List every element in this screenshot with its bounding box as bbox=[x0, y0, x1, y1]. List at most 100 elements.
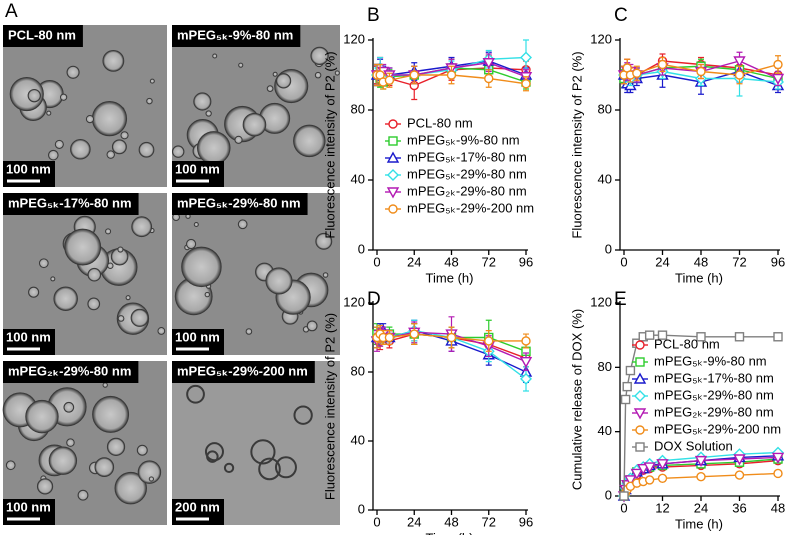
image-title-bg bbox=[172, 25, 301, 47]
image-title-bg bbox=[3, 25, 83, 47]
marker bbox=[773, 59, 783, 70]
x-tick-label: 12 bbox=[655, 500, 669, 515]
marker bbox=[446, 332, 457, 343]
particle bbox=[64, 228, 102, 266]
y-tick-label: 0 bbox=[358, 241, 365, 256]
x-tick-label: 0 bbox=[373, 514, 380, 529]
particle bbox=[50, 276, 56, 282]
x-tick-label: 96 bbox=[519, 514, 533, 529]
panel-label: B bbox=[367, 5, 380, 26]
x-tick-label: 24 bbox=[407, 514, 421, 529]
legend-label: mPEG₅ₖ-29%-80 nm bbox=[654, 387, 774, 402]
particle bbox=[102, 382, 108, 388]
particle bbox=[92, 395, 130, 433]
particle bbox=[196, 131, 231, 165]
x-tick-label: 72 bbox=[732, 254, 746, 269]
marker bbox=[696, 472, 706, 482]
legend-label: mPEG₅ₖ-17%-80 nm bbox=[654, 370, 774, 385]
particle bbox=[46, 110, 52, 116]
legend-label: DOX Solution bbox=[654, 438, 733, 453]
marker bbox=[733, 454, 746, 466]
marker bbox=[694, 455, 708, 468]
y-tick-label: 120 bbox=[343, 31, 365, 46]
particle bbox=[266, 85, 274, 92]
marker bbox=[625, 365, 636, 376]
x-tick-label: 72 bbox=[482, 254, 496, 269]
marker bbox=[388, 136, 398, 146]
marker bbox=[656, 459, 669, 471]
particle bbox=[314, 71, 322, 79]
marker bbox=[619, 491, 629, 501]
particle bbox=[293, 405, 313, 425]
legend-label: PCL-80 nm bbox=[407, 115, 473, 130]
x-tick-label: 36 bbox=[732, 500, 746, 515]
marker bbox=[633, 408, 647, 420]
legend-label: mPEG₅ₖ-9%-80 nm bbox=[654, 353, 767, 368]
particle bbox=[105, 228, 112, 235]
marker bbox=[519, 356, 533, 369]
particle bbox=[87, 267, 102, 282]
y-tick-label: 40 bbox=[598, 423, 612, 438]
scale-bar-bg bbox=[3, 161, 55, 187]
particle bbox=[63, 401, 75, 413]
micrograph: mPEG₅ₖ-29%-80 nm 100 nm bbox=[172, 193, 340, 355]
x-tick-label: 24 bbox=[407, 254, 421, 269]
particle bbox=[234, 135, 243, 144]
y-tick-label: 40 bbox=[351, 171, 365, 186]
x-tick-label: 48 bbox=[694, 254, 708, 269]
particle bbox=[293, 124, 326, 158]
x-tick-label: 24 bbox=[655, 254, 669, 269]
particle bbox=[137, 460, 162, 484]
x-axis-title: Time (h) bbox=[675, 516, 723, 531]
particle bbox=[186, 384, 205, 404]
y-tick-label: 80 bbox=[598, 101, 612, 116]
marker bbox=[644, 330, 655, 340]
image-title-bg bbox=[172, 193, 308, 215]
particle bbox=[5, 460, 16, 471]
marker bbox=[409, 329, 419, 339]
particle bbox=[117, 315, 125, 322]
marker bbox=[386, 187, 400, 199]
particle bbox=[206, 450, 219, 463]
particle bbox=[138, 141, 155, 158]
marker bbox=[624, 475, 637, 487]
marker bbox=[696, 332, 706, 342]
legend-label: mPEG₅ₖ-29%-80 nm bbox=[407, 166, 527, 181]
y-tick-label: 80 bbox=[351, 363, 365, 378]
particle bbox=[120, 131, 129, 140]
y-tick-label: 40 bbox=[351, 432, 365, 447]
marker bbox=[657, 59, 668, 70]
marker bbox=[387, 169, 399, 181]
image-title-bg bbox=[172, 361, 315, 383]
micrograph: mPEG₂ₖ-29%-80 nm 100 nm bbox=[2, 361, 167, 525]
marker bbox=[634, 390, 646, 402]
marker bbox=[484, 73, 494, 84]
particle bbox=[245, 328, 253, 335]
micrograph: mPEG₅ₖ-29%-200 nm 200 nm bbox=[172, 361, 340, 525]
marker bbox=[520, 372, 532, 385]
scale-bar-label: 100 nm bbox=[175, 161, 220, 176]
particle bbox=[136, 444, 148, 456]
y-tick-label: 80 bbox=[351, 101, 365, 116]
y-tick-label: 120 bbox=[590, 294, 612, 309]
marker bbox=[773, 332, 783, 342]
y-tick-label: 0 bbox=[605, 241, 612, 256]
particle bbox=[310, 46, 329, 66]
x-tick-label: 48 bbox=[771, 500, 785, 515]
y-tick-label: 80 bbox=[598, 359, 612, 374]
particle bbox=[204, 442, 224, 462]
particle bbox=[28, 286, 40, 298]
marker bbox=[620, 394, 631, 405]
y-axis-title: Cumulative release of DOX (%) bbox=[569, 309, 584, 490]
x-tick-label: 96 bbox=[771, 254, 785, 269]
scale-bar-label: 100 nm bbox=[175, 329, 220, 344]
particle bbox=[238, 62, 244, 68]
particle bbox=[250, 439, 276, 465]
marker bbox=[484, 336, 494, 346]
marker bbox=[384, 332, 395, 343]
particle bbox=[193, 92, 212, 111]
marker bbox=[657, 473, 668, 484]
x-tick-label: 0 bbox=[620, 500, 627, 515]
particle bbox=[9, 76, 44, 112]
y-tick-label: 0 bbox=[358, 501, 365, 516]
